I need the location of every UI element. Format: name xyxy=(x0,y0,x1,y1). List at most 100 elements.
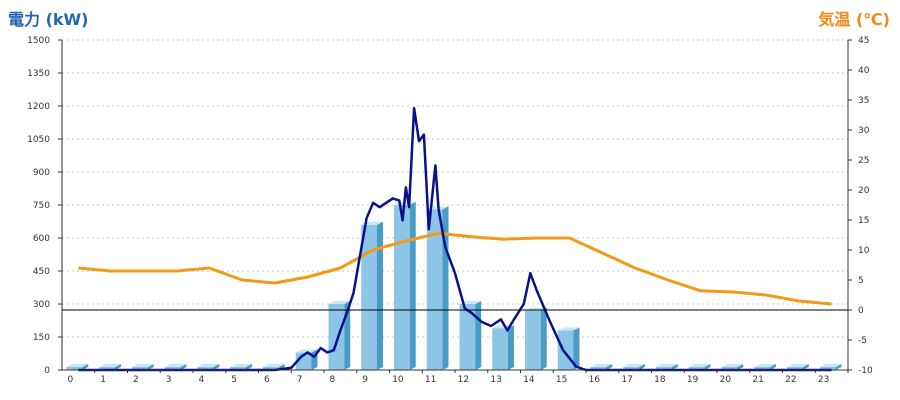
x-tick-label: 4 xyxy=(199,375,205,385)
bar-top xyxy=(787,364,809,367)
bar xyxy=(819,364,842,370)
right-tick-label: 0 xyxy=(858,306,864,316)
bar-front xyxy=(66,367,83,370)
bar-front xyxy=(557,330,574,370)
x-tick-label: 2 xyxy=(133,375,139,385)
bar-top xyxy=(295,349,318,353)
bar-front xyxy=(623,367,639,370)
bar xyxy=(590,364,613,370)
left-tick-label: 750 xyxy=(33,201,50,211)
right-tick-label: 45 xyxy=(858,36,869,46)
x-tick-label: 12 xyxy=(458,375,469,385)
x-tick-label: 6 xyxy=(264,375,270,385)
bar-top xyxy=(164,364,187,367)
grid-layer xyxy=(62,39,848,338)
x-tick-label: 10 xyxy=(392,375,404,385)
x-tick-label: 9 xyxy=(362,375,368,385)
x-tick-label: 19 xyxy=(687,375,699,385)
bar-front xyxy=(263,367,279,370)
bar-top xyxy=(263,364,285,367)
bar xyxy=(492,325,514,370)
left-tick-label: 1500 xyxy=(27,36,50,46)
bar xyxy=(230,364,252,370)
bar-side xyxy=(409,202,416,370)
bar-top xyxy=(557,327,580,331)
bar-front xyxy=(164,367,181,370)
bar xyxy=(361,221,383,370)
bar-front xyxy=(426,209,443,370)
bar-side xyxy=(442,206,449,370)
bar-front xyxy=(394,205,410,370)
bar-top xyxy=(590,364,613,367)
x-tick-label: 23 xyxy=(818,375,829,385)
bar xyxy=(394,202,416,370)
bar xyxy=(328,301,351,370)
right-tick-label: 25 xyxy=(858,156,869,166)
bar-top xyxy=(66,364,89,367)
bar-side xyxy=(147,364,154,370)
bar-front xyxy=(721,367,738,370)
bar-side xyxy=(835,364,842,370)
x-tick-label: 21 xyxy=(752,375,763,385)
bar xyxy=(656,364,678,370)
bar xyxy=(132,364,154,370)
bar-front xyxy=(99,367,115,370)
x-tick-label: 17 xyxy=(621,375,632,385)
right-tick-label: 30 xyxy=(858,126,870,136)
left-tick-label: 1200 xyxy=(27,102,50,112)
bar-top xyxy=(459,301,482,304)
bar-front xyxy=(328,304,345,370)
bar-side xyxy=(638,364,645,370)
right-tick-label: -10 xyxy=(858,366,873,376)
bar-top xyxy=(132,364,154,367)
bar-front xyxy=(819,367,836,370)
bar-side xyxy=(737,364,744,370)
bar-side xyxy=(213,364,220,370)
bars-layer xyxy=(66,202,842,370)
bar-top xyxy=(197,364,220,367)
x-tick-label: 0 xyxy=(68,375,74,385)
tick-labels-layer: 01503004506007509001050120013501500-10-5… xyxy=(27,36,873,385)
bar xyxy=(197,364,220,370)
right-tick-label: 40 xyxy=(858,66,870,76)
bar xyxy=(688,364,711,370)
bar xyxy=(557,327,580,370)
x-tick-label: 5 xyxy=(231,375,237,385)
bar-front xyxy=(197,367,214,370)
bar-side xyxy=(475,301,482,370)
bar xyxy=(525,307,547,370)
bar-front xyxy=(132,367,148,370)
bar-front xyxy=(492,328,508,370)
bar-top xyxy=(656,364,678,367)
x-tick-label: 20 xyxy=(720,375,732,385)
bar-top xyxy=(754,364,776,367)
x-tick-label: 18 xyxy=(654,375,666,385)
bar-top xyxy=(688,364,711,367)
bar-side xyxy=(540,307,547,370)
bar xyxy=(787,364,809,370)
bar-front xyxy=(688,367,705,370)
bar xyxy=(164,364,187,370)
bar xyxy=(623,364,645,370)
right-tick-label: 10 xyxy=(858,246,870,256)
bar xyxy=(721,364,744,370)
x-tick-label: 3 xyxy=(166,375,172,385)
bar-top xyxy=(99,364,121,367)
x-tick-label: 11 xyxy=(425,375,436,385)
right-tick-label: -5 xyxy=(858,336,867,346)
bar-top xyxy=(328,301,351,304)
left-tick-label: 1050 xyxy=(27,135,50,145)
bar-side xyxy=(82,364,89,370)
right-tick-label: 15 xyxy=(858,216,869,226)
bar-side xyxy=(573,327,580,370)
x-tick-label: 16 xyxy=(589,375,601,385)
x-tick-label: 15 xyxy=(556,375,567,385)
bar-front xyxy=(754,367,770,370)
bar-front xyxy=(590,367,607,370)
bar-front xyxy=(525,310,541,370)
bar-top xyxy=(721,364,744,367)
bar xyxy=(754,364,776,370)
bar xyxy=(426,206,449,370)
x-tick-label: 7 xyxy=(297,375,303,385)
